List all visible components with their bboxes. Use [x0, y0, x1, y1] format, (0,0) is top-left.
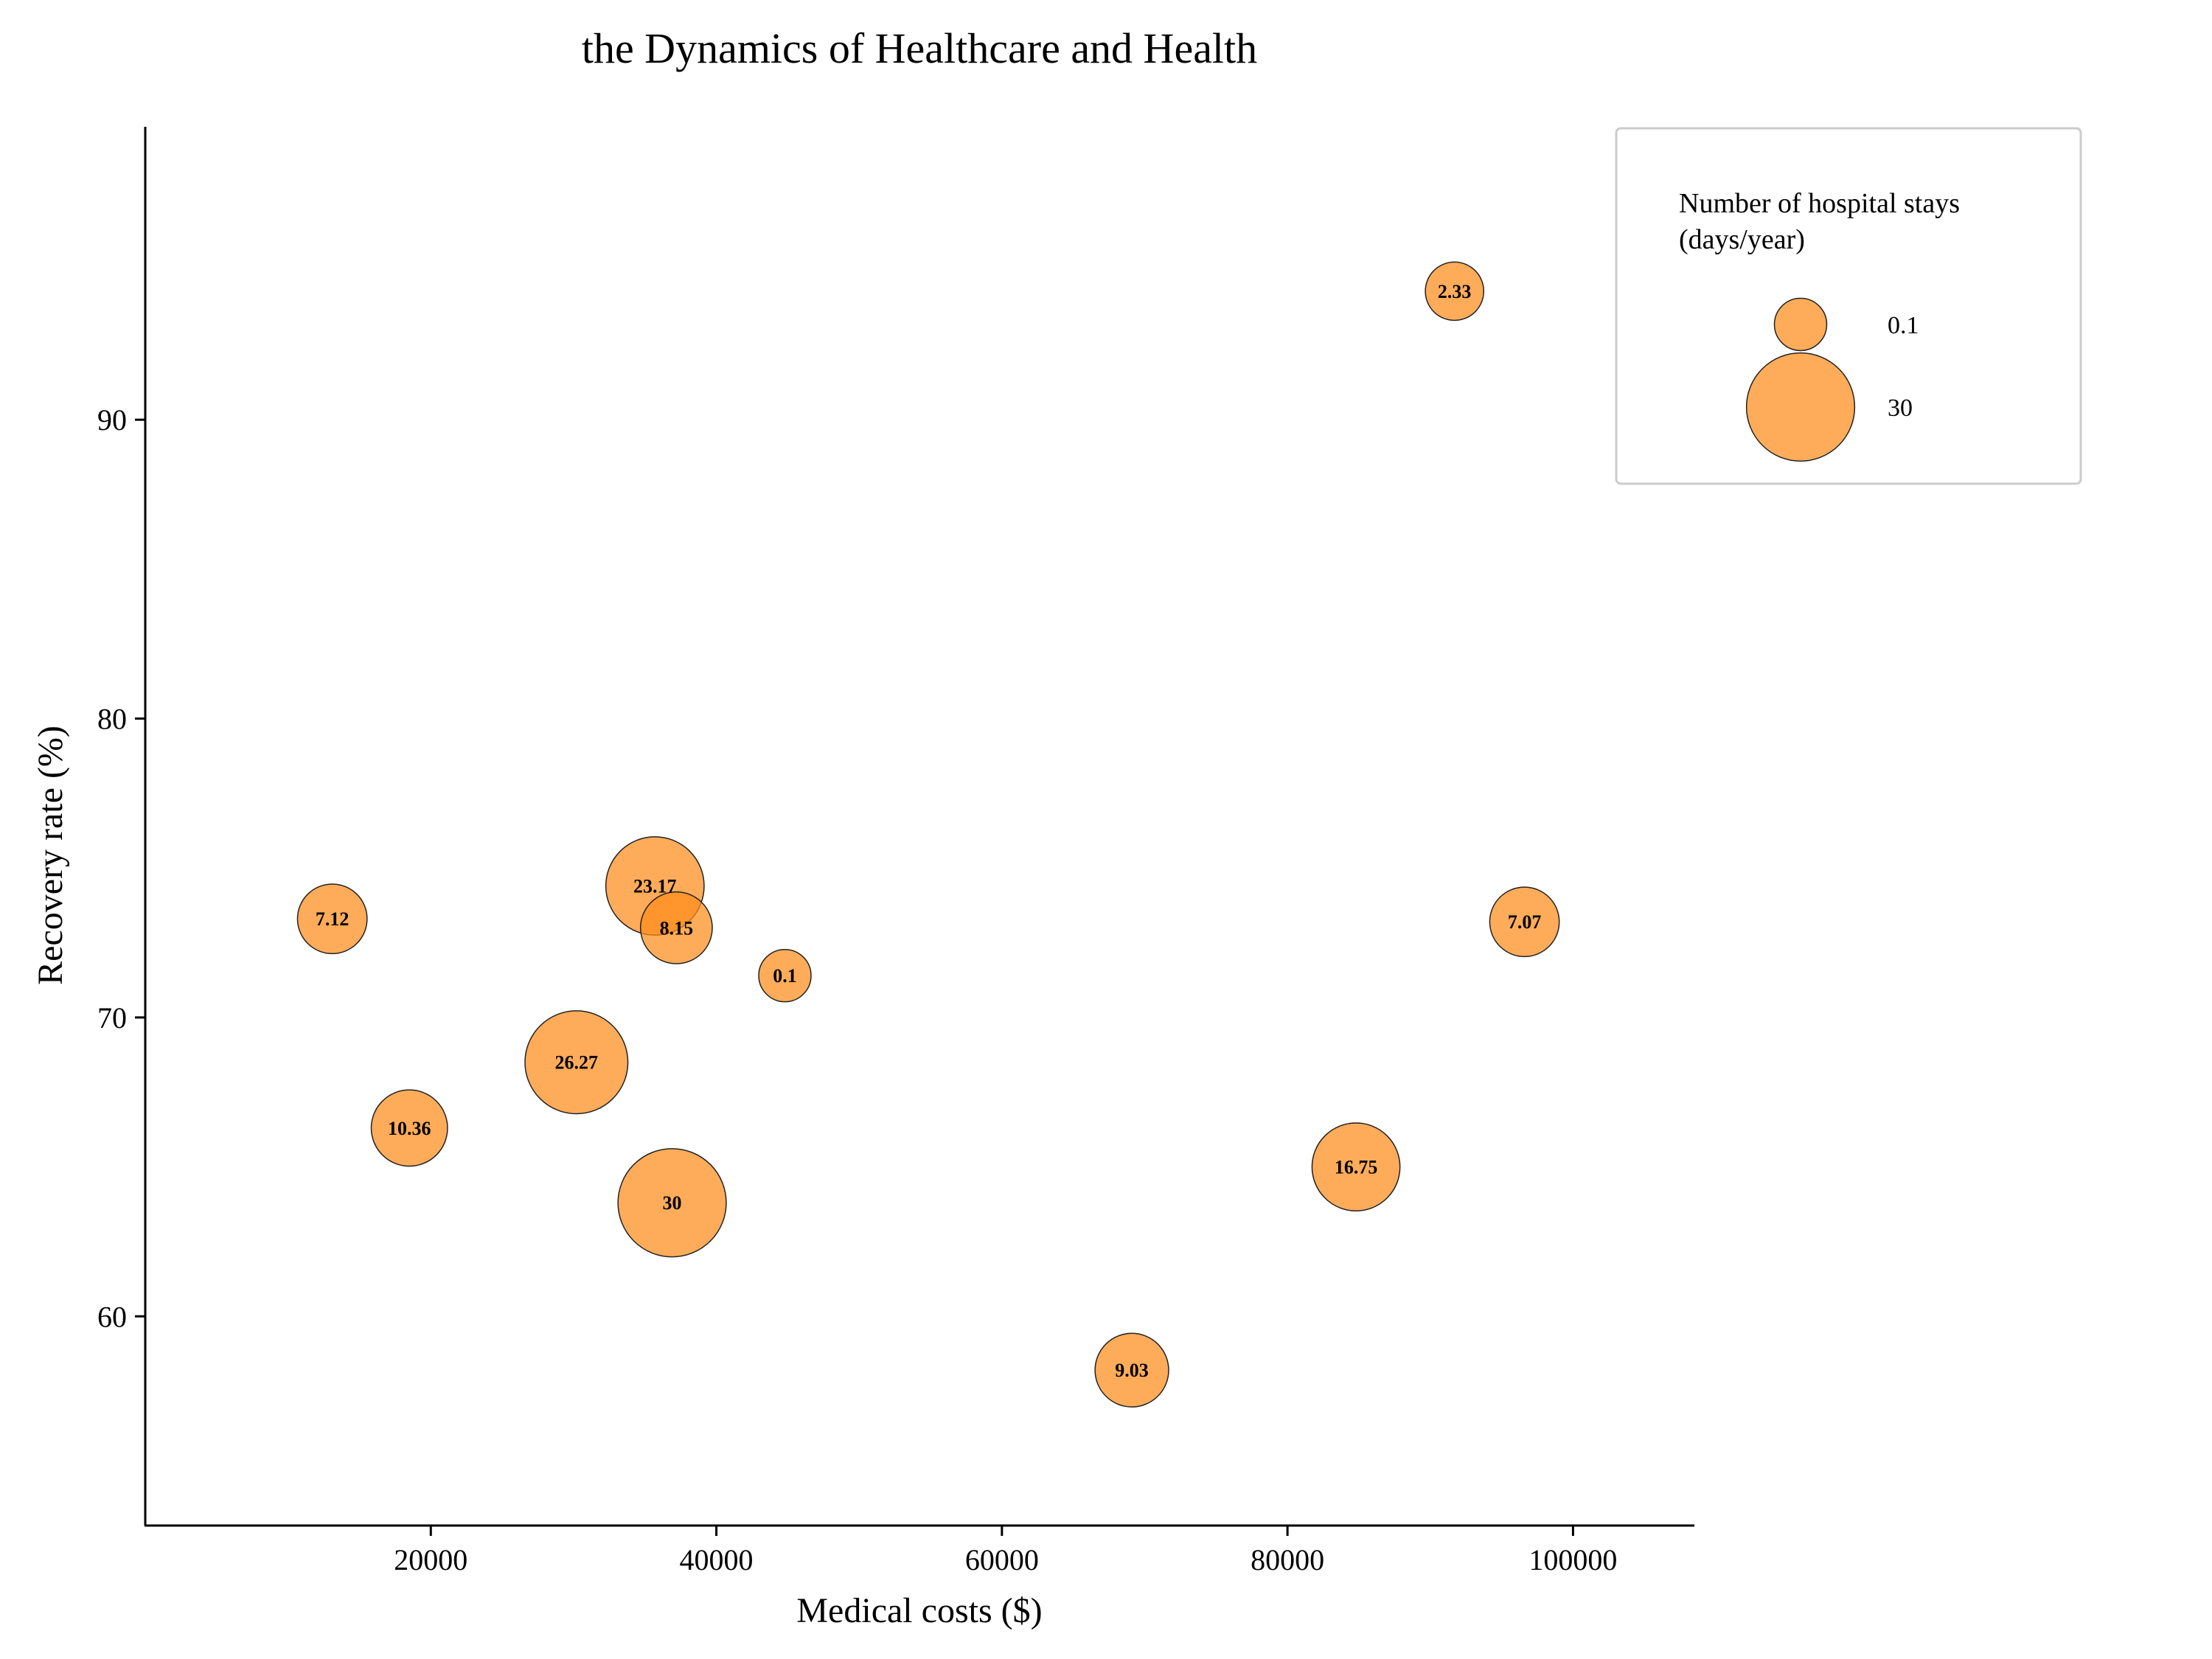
y-tick-label: 60	[97, 1300, 127, 1333]
chart-title: the Dynamics of Healthcare and Health	[582, 24, 1257, 72]
bubble	[617, 1148, 727, 1258]
legend-title: Number of hospital stays (days/year)	[1679, 188, 1967, 255]
bubble	[370, 1089, 448, 1167]
bubble	[296, 883, 368, 955]
x-tick-label: 100000	[1528, 1543, 1617, 1576]
x-ticks: 20000 40000 60000 80000 100000	[394, 1526, 1617, 1576]
bubble-label: 26.27	[555, 1052, 599, 1074]
bubble	[1311, 1122, 1401, 1211]
plot-area: 20000 40000 60000 80000 100000 60 70 80 90 2.33…	[97, 127, 1694, 1576]
legend-bubble	[1773, 297, 1828, 352]
x-tick-label: 80000	[1251, 1543, 1324, 1576]
y-axis-label: Recovery rate (%)	[31, 726, 70, 985]
legend-label: 30	[1888, 394, 1913, 422]
bubble-label: 7.12	[316, 908, 349, 930]
y-ticks: 60 70 80 90	[97, 403, 145, 1333]
y-tick-label: 90	[97, 403, 127, 437]
bubble-label: 7.07	[1508, 911, 1542, 933]
legend-label: 0.1	[1888, 312, 1919, 339]
bubble-label: 0.1	[773, 965, 797, 987]
x-tick-label: 40000	[680, 1543, 754, 1576]
bubble	[1425, 261, 1485, 321]
bubble-label: 9.03	[1115, 1360, 1149, 1381]
x-tick-label: 60000	[965, 1543, 1039, 1576]
bubble-label: 16.75	[1335, 1157, 1378, 1178]
x-axis-label: Medical costs ($)	[796, 1591, 1042, 1630]
bubbles: 2.33 7.12 23.17 8.15 0.1 7.07 26.27 10.36 30 16.7…	[296, 261, 1560, 1408]
legend: Number of hospital stays (days/year) 0.1…	[1615, 127, 2082, 485]
bubble	[639, 891, 713, 964]
legend-box	[1615, 127, 2082, 485]
bubble-label: 30	[663, 1192, 682, 1214]
legend-entries: 0.1 30	[1745, 297, 1919, 462]
bubble	[524, 1010, 629, 1115]
bubble-label: 23.17	[633, 876, 677, 897]
y-tick-label: 70	[97, 1001, 127, 1034]
bubble	[758, 948, 812, 1003]
bubble-label: 2.33	[1438, 281, 1472, 302]
bubble	[1489, 886, 1560, 958]
bubble-label: 8.15	[660, 917, 694, 939]
bubble-label: 10.36	[388, 1118, 431, 1139]
bubble	[1094, 1332, 1169, 1408]
y-tick-label: 80	[97, 703, 127, 736]
legend-bubble	[1745, 352, 1856, 462]
x-tick-label: 20000	[394, 1543, 467, 1576]
